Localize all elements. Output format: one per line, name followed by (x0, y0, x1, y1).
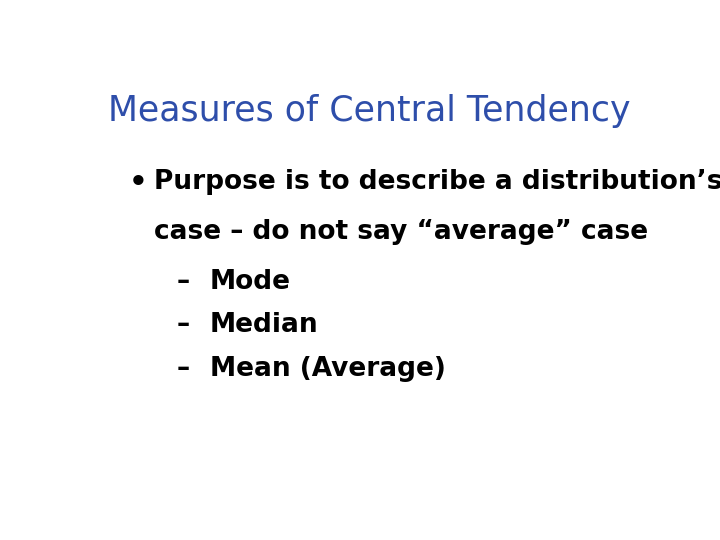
Text: Mean (Average): Mean (Average) (210, 356, 446, 382)
Text: Mode: Mode (210, 268, 291, 294)
Text: Median: Median (210, 312, 318, 338)
Text: case – do not say “average” case: case – do not say “average” case (154, 219, 648, 245)
Text: •: • (129, 168, 148, 197)
Text: Measures of Central Tendency: Measures of Central Tendency (108, 94, 630, 128)
Text: –: – (176, 356, 189, 382)
Text: Purpose is to describe a distribution’s: Purpose is to describe a distribution’s (154, 168, 720, 195)
Text: –: – (176, 268, 189, 294)
Text: –: – (176, 312, 189, 338)
